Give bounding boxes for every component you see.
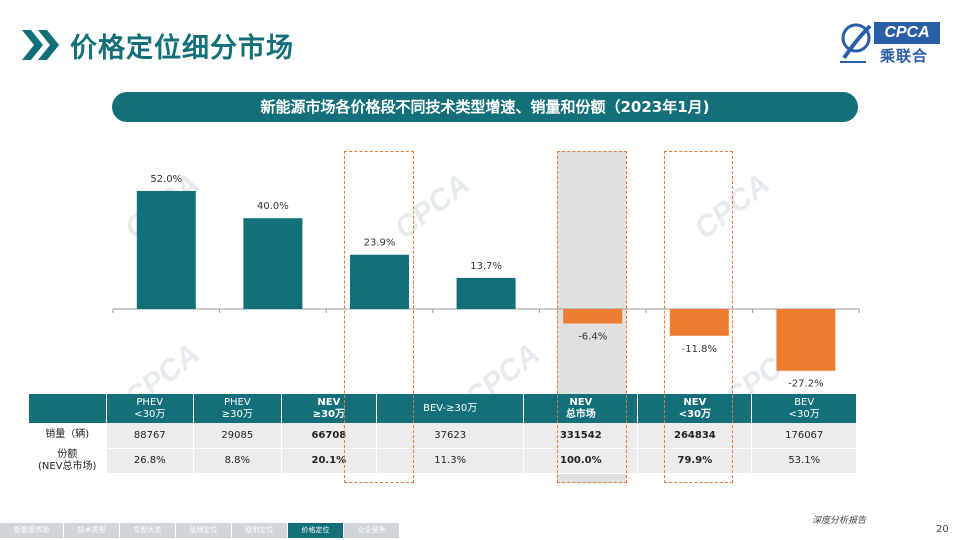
- table-cell: 331542: [523, 423, 639, 449]
- table-header-cell: PHEV ≥30万: [193, 394, 282, 423]
- highlight-box-nev-under-30: [664, 151, 733, 483]
- bar-6: [776, 309, 836, 371]
- table-cell: 11.3%: [376, 448, 525, 474]
- page-title: 价格定位细分市场: [70, 33, 294, 64]
- bar-label-3: 13.7%: [470, 261, 502, 272]
- bar-label-1: 40.0%: [257, 201, 289, 212]
- table-row-header-text: (NEV总市场): [38, 460, 97, 472]
- highlight-box-nev-30-plus: [344, 151, 414, 483]
- nav-item[interactable]: 品牌定位: [176, 523, 231, 538]
- table-header-row: PHEV <30万 PHEV ≥30万 NEV ≥30万 BEV-≥30万 NEV 总市场 NEV…: [29, 394, 857, 423]
- table-row: 销量（辆) 88767 29085 66708 37623 331542 264834 176…: [29, 423, 857, 449]
- nav-item[interactable]: 价格定位: [288, 523, 343, 538]
- bar-3: [456, 277, 516, 309]
- bar-4: [563, 309, 623, 324]
- table-header-cell: BEV-≥30万: [376, 394, 525, 423]
- table-row-header: 份额 (NEV总市场): [29, 448, 107, 474]
- table-header-cell: NEV 总市场: [523, 394, 639, 423]
- bar-5: [669, 309, 729, 336]
- nav-item[interactable]: 技术类型: [64, 523, 119, 538]
- table-cell: 88767: [106, 423, 195, 449]
- table-cell: 8.8%: [193, 448, 282, 474]
- bar-label-6: -27.2%: [788, 379, 823, 390]
- chart-title-banner: 新能源市场各价格段不同技术类型增速、销量和份额（2023年1月): [112, 92, 858, 122]
- bar-2: [350, 254, 409, 309]
- nav-item[interactable]: 车型大类: [120, 523, 175, 538]
- table-header-text: NEV: [569, 396, 593, 408]
- logo: CPCA 乘联合: [836, 20, 944, 68]
- nav-item[interactable]: 新能源市场: [0, 523, 63, 538]
- bar-label-2: 23.9%: [364, 238, 396, 249]
- table-cell: 66708: [281, 423, 378, 449]
- bar-label-0: 52.0%: [150, 174, 182, 185]
- table-cell: 176067: [751, 423, 857, 449]
- table-header-cell: NEV ≥30万: [281, 394, 378, 423]
- table-cell: 26.8%: [106, 448, 195, 474]
- table-header-text: <30万: [134, 408, 166, 420]
- table-corner-cell: [29, 394, 107, 423]
- table-row-header: 销量（辆): [29, 423, 107, 449]
- nav-item[interactable]: 企业竞争: [344, 523, 399, 538]
- table-header-cell: BEV <30万: [751, 394, 857, 423]
- chevron-right-icon: [22, 30, 59, 60]
- table-cell: 100.0%: [523, 448, 639, 474]
- bar-1: [243, 218, 303, 309]
- table-cell: 37623: [376, 423, 525, 449]
- bar-label-4: -6.4%: [578, 332, 607, 343]
- table-header-text: BEV: [794, 396, 815, 408]
- table-header-text: ≥30万: [312, 408, 345, 420]
- table-cell: 79.9%: [637, 448, 753, 474]
- table-row: 份额 (NEV总市场) 26.8% 8.8% 20.1% 11.3% 100.0% 79.9%…: [29, 448, 857, 474]
- cpca-logo-icon: [840, 23, 872, 63]
- table-header-text: <30万: [678, 408, 712, 420]
- nav-item[interactable]: 级别定位: [232, 523, 287, 538]
- table-header-text: ≥30万: [221, 408, 253, 420]
- highlight-box-nev-total: [557, 151, 627, 483]
- table-header-text: <30万: [788, 408, 820, 420]
- table-header-text: BEV-≥30万: [423, 402, 478, 414]
- footer-tagline: 深度分析报告: [812, 516, 867, 526]
- logo-cn-text: 乘联合: [880, 47, 929, 65]
- table-header-text: NEV: [683, 396, 707, 408]
- table-cell: 53.1%: [751, 448, 857, 474]
- table-cell: 20.1%: [281, 448, 378, 474]
- logo-cpca-text: CPCA: [874, 22, 940, 44]
- sales-share-table: PHEV <30万 PHEV ≥30万 NEV ≥30万 BEV-≥30万 NEV 总市场 NEV…: [29, 394, 857, 474]
- table-header-text: NEV: [317, 396, 341, 408]
- table-header-text: PHEV: [223, 396, 251, 408]
- table-header-text: PHEV: [136, 396, 164, 408]
- page-number: 20: [936, 524, 949, 535]
- table-row-header-text: 销量（辆): [45, 429, 90, 441]
- table-header-text: 总市场: [565, 408, 596, 420]
- table-header-cell: PHEV <30万: [106, 394, 195, 423]
- table-row-header-text: 份额: [57, 448, 78, 460]
- table-cell: 29085: [193, 423, 282, 449]
- bar-0: [136, 190, 196, 309]
- section-nav: 新能源市场 技术类型 车型大类 品牌定位 级别定位 价格定位 企业竞争: [0, 523, 400, 538]
- bar-label-5: -11.8%: [682, 344, 717, 355]
